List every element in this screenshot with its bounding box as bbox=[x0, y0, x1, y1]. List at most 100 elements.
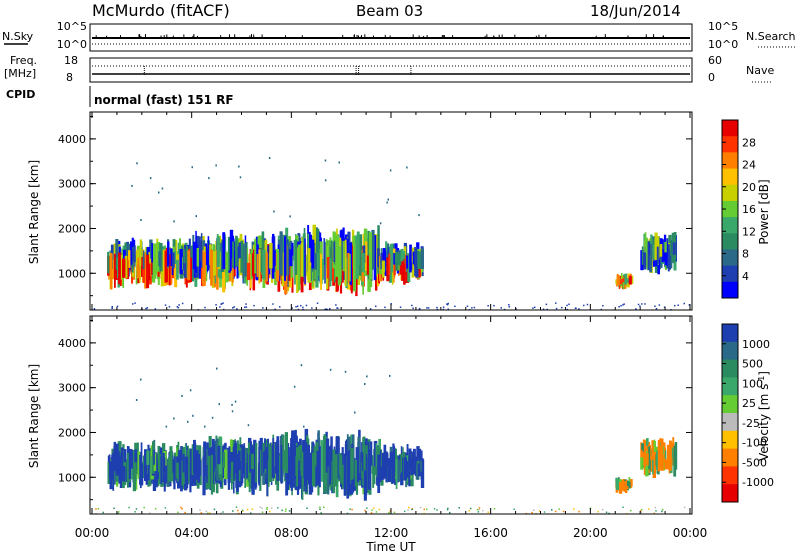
data-cell bbox=[153, 450, 155, 465]
data-cell bbox=[370, 441, 373, 466]
ground-cell bbox=[561, 306, 563, 309]
data-cell bbox=[202, 456, 206, 496]
data-cell bbox=[135, 251, 138, 265]
data-cell bbox=[254, 238, 257, 274]
scatter-cell bbox=[211, 416, 214, 419]
scatter-cell bbox=[239, 176, 242, 179]
ground-cell bbox=[487, 511, 489, 513]
data-cell bbox=[666, 444, 670, 470]
data-cell bbox=[397, 459, 401, 482]
data-cell bbox=[139, 246, 142, 266]
ground-cell bbox=[447, 308, 449, 310]
data-cell bbox=[137, 451, 141, 480]
data-cell bbox=[347, 253, 350, 283]
ground-cell bbox=[683, 302, 685, 305]
data-cell bbox=[222, 232, 226, 270]
ground-cell bbox=[500, 307, 502, 309]
data-cell bbox=[315, 252, 319, 288]
data-cell bbox=[139, 464, 144, 484]
colorbar-tick-label: 1000 bbox=[742, 338, 770, 351]
data-cell bbox=[673, 450, 677, 477]
ground-cell bbox=[306, 507, 308, 509]
ground-cell bbox=[113, 507, 115, 510]
ground-cell bbox=[291, 307, 293, 309]
ground-cell bbox=[466, 305, 469, 307]
velocity-colorbar: 1000 500 100 25 -25 -100 -500 -1000 bbox=[721, 323, 774, 503]
ground-cell bbox=[149, 512, 151, 514]
data-cell bbox=[230, 461, 234, 484]
data-cell bbox=[124, 255, 128, 279]
colorbar-swatch bbox=[722, 184, 738, 202]
data-cell bbox=[420, 458, 424, 480]
data-cell bbox=[381, 260, 385, 278]
ground-cell bbox=[269, 510, 271, 513]
data-cell bbox=[144, 252, 147, 289]
data-cell bbox=[150, 459, 153, 474]
data-cell bbox=[339, 453, 342, 476]
data-cell bbox=[250, 249, 253, 279]
data-cell bbox=[168, 254, 171, 286]
data-cell bbox=[232, 241, 234, 268]
data-cell bbox=[643, 440, 646, 467]
data-cell bbox=[335, 235, 339, 277]
ground-cell bbox=[508, 306, 510, 308]
data-cell bbox=[142, 250, 145, 269]
data-cell bbox=[118, 450, 120, 465]
colorbar-tick-label: 28 bbox=[742, 136, 756, 149]
data-cell bbox=[269, 243, 273, 269]
ground-cell bbox=[446, 303, 449, 306]
data-cell bbox=[342, 240, 345, 272]
ground-cell bbox=[412, 307, 414, 309]
data-cell bbox=[373, 441, 376, 467]
ground-cell bbox=[493, 304, 495, 307]
data-cell bbox=[272, 438, 275, 478]
ground-cell bbox=[375, 511, 378, 513]
ground-cell bbox=[351, 508, 353, 511]
ground-cell bbox=[538, 510, 541, 512]
data-cell bbox=[334, 454, 338, 487]
ground-cell bbox=[143, 506, 145, 509]
data-cell bbox=[207, 455, 211, 490]
ground-cell bbox=[178, 304, 180, 306]
data-cell bbox=[134, 449, 138, 470]
ground-cell bbox=[316, 302, 319, 304]
scatter-cell bbox=[379, 222, 382, 225]
data-cell bbox=[626, 279, 629, 287]
data-cell bbox=[235, 235, 238, 267]
ground-cell bbox=[102, 511, 104, 514]
ground-cell bbox=[288, 510, 291, 512]
data-cell bbox=[229, 229, 234, 271]
ground-cell bbox=[135, 508, 138, 510]
data-cell bbox=[176, 259, 179, 280]
ground-cell bbox=[578, 308, 580, 310]
data-cell bbox=[304, 441, 308, 486]
power-ylabel: Slant Range [km] bbox=[27, 160, 41, 264]
data-cell bbox=[262, 465, 266, 485]
data-cell bbox=[395, 251, 399, 271]
ground-cell bbox=[284, 510, 287, 512]
data-cell bbox=[626, 480, 630, 486]
ground-cell bbox=[543, 511, 546, 513]
y-tick-label: 2000 bbox=[58, 426, 86, 439]
data-cell bbox=[297, 244, 301, 291]
data-cell bbox=[657, 448, 661, 472]
ground-cell bbox=[688, 304, 691, 306]
data-cell bbox=[274, 248, 277, 285]
data-cell bbox=[326, 257, 330, 279]
ground-cell bbox=[164, 507, 167, 509]
ground-cell bbox=[200, 512, 203, 514]
colorbar-swatch bbox=[722, 233, 738, 250]
data-cell bbox=[122, 466, 126, 482]
ground-cell bbox=[534, 306, 536, 309]
data-cell bbox=[358, 234, 363, 276]
ground-cell bbox=[618, 306, 620, 308]
ground-cell bbox=[423, 508, 425, 511]
data-cell bbox=[329, 445, 332, 480]
ground-cell bbox=[418, 307, 421, 310]
scatter-cell bbox=[389, 169, 392, 172]
nave-label: Nave bbox=[746, 64, 774, 77]
ground-cell bbox=[232, 307, 234, 309]
ground-cell bbox=[562, 510, 565, 513]
y-tick-label: 2000 bbox=[58, 222, 86, 235]
data-cell bbox=[188, 257, 192, 282]
